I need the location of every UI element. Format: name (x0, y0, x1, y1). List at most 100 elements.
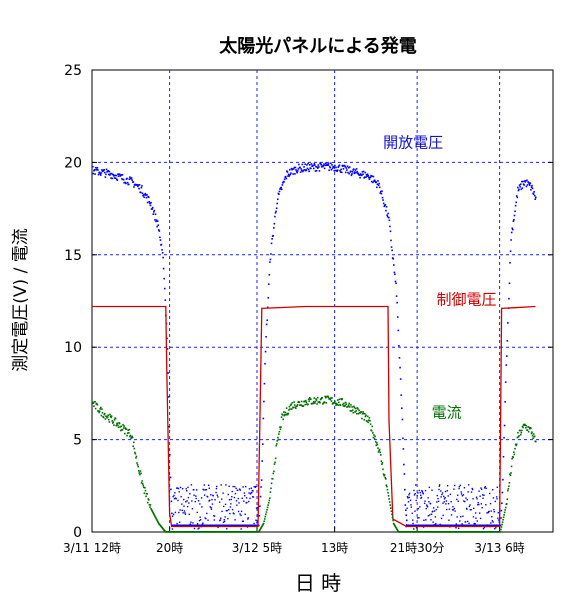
series-point (139, 473, 141, 476)
series-point (524, 181, 527, 183)
series-point (133, 447, 136, 450)
series-point (355, 412, 358, 415)
series-point (161, 249, 163, 251)
night-noise-point (442, 502, 444, 504)
series-point (108, 421, 111, 423)
series-point (94, 400, 96, 403)
night-noise-point (226, 509, 228, 512)
series-point (366, 420, 368, 423)
night-noise-point (458, 486, 461, 488)
night-noise-point (204, 517, 206, 519)
night-noise-point (210, 494, 212, 496)
series-point (270, 487, 272, 490)
series-point (152, 512, 155, 514)
night-noise-point (466, 508, 468, 510)
series-point (377, 180, 379, 182)
series-annotation: 電流 (432, 403, 462, 421)
night-noise-point (493, 510, 496, 513)
series-point (316, 166, 318, 168)
night-noise-point (449, 493, 452, 496)
series-point (269, 261, 271, 263)
night-noise-point (182, 512, 184, 514)
series-point (312, 400, 315, 403)
series-point (510, 239, 512, 241)
night-noise-point (195, 489, 198, 491)
series-point (344, 404, 346, 407)
night-noise-point (471, 487, 473, 490)
series-point (275, 443, 278, 445)
series-point (118, 422, 121, 425)
series-point (148, 503, 151, 506)
series-point (387, 491, 389, 494)
series-point (278, 430, 281, 433)
series-point (520, 188, 523, 191)
series-point (372, 436, 375, 439)
series-point (109, 174, 111, 176)
series-point (352, 168, 355, 170)
series-point (149, 204, 152, 207)
night-noise-point (470, 508, 472, 511)
series-point (168, 426, 171, 428)
series-point (288, 175, 290, 177)
night-noise-point (466, 520, 469, 523)
night-noise-point (189, 493, 191, 495)
series-point (151, 208, 153, 210)
series-point (277, 438, 280, 441)
night-noise-point (187, 496, 190, 499)
series-point (347, 171, 349, 174)
series-point (326, 163, 329, 166)
series-point (288, 409, 290, 411)
series-point (351, 406, 353, 408)
series-point (261, 443, 264, 445)
series-point (140, 482, 143, 484)
series-point (513, 219, 515, 221)
night-noise-point (436, 494, 438, 497)
series-point (95, 402, 98, 405)
night-noise-point (201, 506, 203, 508)
series-point (390, 507, 392, 509)
series-point (504, 400, 506, 403)
series-point (149, 506, 151, 508)
series-point (514, 447, 516, 450)
series-point (500, 517, 502, 519)
night-noise-point (248, 500, 250, 503)
series-point (136, 463, 139, 466)
series-point (343, 164, 346, 167)
series-point (285, 177, 288, 180)
series-point (134, 451, 136, 454)
night-noise-point (247, 518, 249, 520)
chart-title: 太陽光パネルによる発電 (219, 35, 416, 57)
night-noise-point (465, 497, 467, 499)
series-line-control-voltage (92, 305, 536, 528)
series-point (292, 406, 295, 409)
series-point (516, 196, 519, 199)
night-noise-point (480, 487, 482, 489)
night-noise-point (479, 495, 481, 497)
series-point (531, 184, 533, 187)
series-point (402, 437, 404, 440)
series-point (290, 408, 293, 410)
night-noise-point (460, 516, 462, 518)
series-point (93, 169, 96, 171)
series-point (339, 171, 342, 173)
series-point (315, 169, 318, 172)
series-point (333, 169, 336, 172)
series-point (527, 426, 529, 428)
series-point (169, 476, 172, 479)
series-point (153, 211, 155, 213)
series-point (527, 181, 530, 184)
series-point (285, 407, 288, 409)
night-noise-point (231, 508, 234, 511)
night-noise-point (493, 508, 495, 511)
night-noise-point (422, 493, 425, 495)
series-point (382, 468, 384, 471)
series-point (93, 405, 95, 408)
night-noise-point (450, 501, 452, 503)
series-point (274, 211, 277, 214)
night-noise-point (250, 492, 252, 495)
series-point (294, 406, 297, 409)
series-point (324, 396, 327, 399)
series-point (295, 169, 297, 171)
x-tick-label: 20時 (156, 541, 183, 555)
series-point (525, 424, 528, 427)
